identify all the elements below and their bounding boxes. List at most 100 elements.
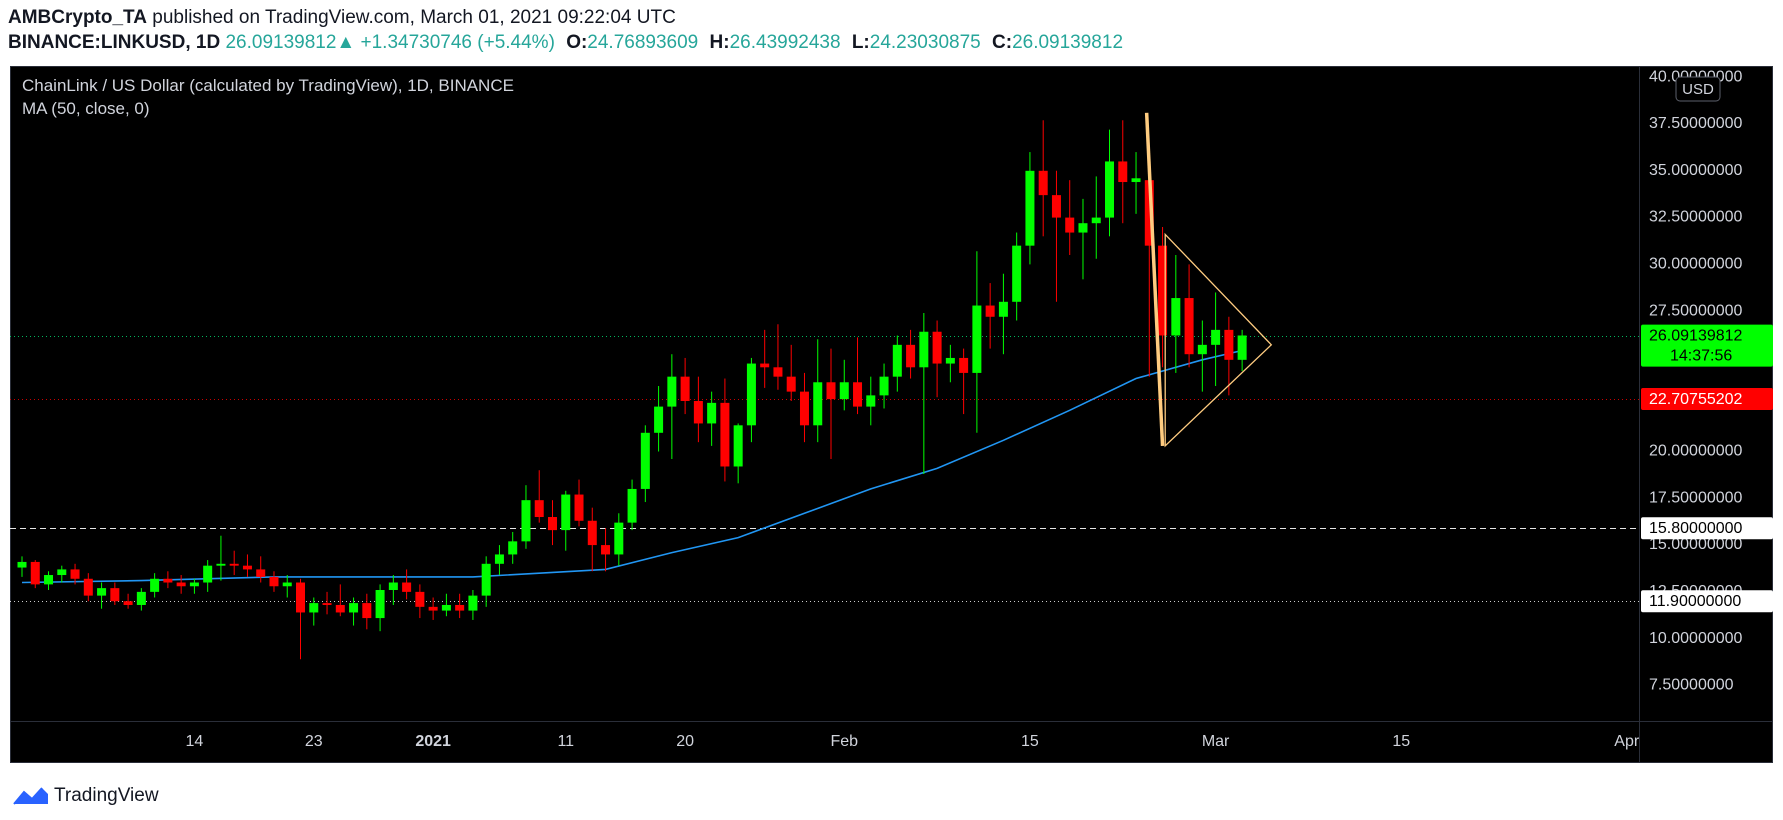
candle[interactable] [309, 597, 319, 626]
candle[interactable] [707, 391, 717, 446]
candle[interactable] [587, 507, 597, 572]
author-name[interactable]: AMBCrypto_TA [8, 7, 147, 28]
candle[interactable] [879, 363, 889, 409]
candle[interactable] [1224, 316, 1234, 396]
candle[interactable] [110, 582, 120, 605]
candle[interactable] [70, 563, 80, 585]
candle[interactable] [985, 283, 995, 349]
candle[interactable] [150, 573, 160, 598]
candle[interactable] [388, 575, 398, 605]
candle[interactable] [415, 584, 425, 619]
candle[interactable] [17, 556, 27, 577]
flagpole-line[interactable] [1144, 112, 1165, 446]
candle[interactable] [693, 376, 703, 443]
candle[interactable] [296, 578, 306, 660]
candle[interactable] [123, 593, 133, 609]
candle[interactable] [322, 591, 332, 615]
candle[interactable] [813, 339, 823, 443]
candle[interactable] [216, 535, 226, 581]
candle[interactable] [919, 313, 929, 474]
candle[interactable] [1025, 152, 1035, 265]
candle[interactable] [1105, 129, 1115, 237]
candle[interactable] [959, 348, 969, 415]
candle[interactable] [428, 597, 438, 620]
candle[interactable] [853, 337, 863, 415]
candle[interactable] [97, 582, 107, 609]
candle[interactable] [1131, 152, 1141, 214]
pennant-triangle[interactable] [1164, 232, 1273, 448]
candle[interactable] [1038, 120, 1048, 237]
tradingview-logo-icon[interactable] [12, 784, 50, 808]
candle[interactable] [640, 425, 650, 503]
ma-indicator-label[interactable]: MA (50, close, 0) [22, 99, 150, 118]
candle[interactable] [627, 479, 637, 531]
candle[interactable] [1078, 198, 1088, 280]
candle[interactable] [945, 344, 955, 383]
candle[interactable] [746, 357, 756, 443]
candle[interactable] [1184, 264, 1194, 368]
price-label[interactable]: 22.70755202 [1641, 387, 1773, 410]
candle[interactable] [1237, 329, 1247, 372]
candle[interactable] [654, 386, 664, 452]
candle[interactable] [375, 584, 385, 632]
candle[interactable] [614, 513, 624, 566]
candle[interactable] [932, 320, 942, 398]
price-label[interactable]: 26.09139812 14:37:56 [1641, 324, 1773, 367]
candle[interactable] [481, 556, 491, 607]
candle[interactable] [1012, 232, 1022, 321]
candle[interactable] [136, 588, 146, 611]
candle[interactable] [786, 344, 796, 401]
candle[interactable] [402, 569, 412, 600]
candle[interactable] [733, 423, 743, 484]
candle[interactable] [561, 490, 571, 551]
candle[interactable] [335, 584, 345, 617]
candle[interactable] [972, 251, 982, 433]
candle[interactable] [441, 593, 451, 617]
candle[interactable] [892, 335, 902, 392]
candle[interactable] [44, 571, 54, 590]
candle[interactable] [362, 593, 372, 630]
candle[interactable] [508, 531, 518, 564]
currency-badge[interactable]: USD [1675, 76, 1721, 102]
candle[interactable] [30, 560, 40, 589]
candle[interactable] [242, 554, 252, 577]
candle[interactable] [839, 359, 849, 411]
candle[interactable] [455, 593, 465, 619]
candle[interactable] [720, 378, 730, 482]
candle[interactable] [203, 560, 213, 592]
candle[interactable] [667, 354, 677, 459]
candle[interactable] [680, 357, 690, 415]
candle[interactable] [163, 571, 173, 589]
candle[interactable] [906, 329, 916, 379]
candle[interactable] [83, 573, 93, 602]
candle[interactable] [760, 329, 770, 388]
price-label[interactable]: 15.80000000 [1641, 517, 1773, 540]
chart-frame[interactable]: 7.5000000010.0000000012.5000000015.00000… [10, 66, 1773, 763]
candle[interactable] [189, 578, 199, 594]
tradingview-brand[interactable]: TradingView [54, 785, 159, 806]
candle[interactable] [1158, 226, 1168, 368]
candle[interactable] [1051, 170, 1061, 302]
candle[interactable] [534, 470, 544, 523]
candle[interactable] [601, 528, 611, 572]
candle[interactable] [574, 479, 584, 527]
candle[interactable] [176, 575, 186, 594]
candle[interactable] [229, 550, 239, 576]
price-label[interactable]: 11.90000000 [1641, 590, 1773, 613]
candle[interactable] [269, 571, 279, 592]
candlestick-chart[interactable]: 7.5000000010.0000000012.5000000015.00000… [10, 66, 1773, 763]
candle[interactable] [468, 590, 478, 620]
candle[interactable] [866, 376, 876, 426]
candle[interactable] [256, 556, 266, 583]
candle[interactable] [1118, 120, 1128, 224]
candle[interactable] [494, 545, 504, 576]
candle[interactable] [1171, 255, 1181, 373]
candle[interactable] [1091, 176, 1101, 259]
candle[interactable] [521, 485, 531, 549]
candle[interactable] [998, 273, 1008, 355]
candle[interactable] [826, 348, 836, 459]
candle[interactable] [547, 500, 557, 546]
candle[interactable] [1197, 320, 1207, 392]
candle[interactable] [349, 597, 359, 626]
candle[interactable] [1065, 180, 1075, 256]
